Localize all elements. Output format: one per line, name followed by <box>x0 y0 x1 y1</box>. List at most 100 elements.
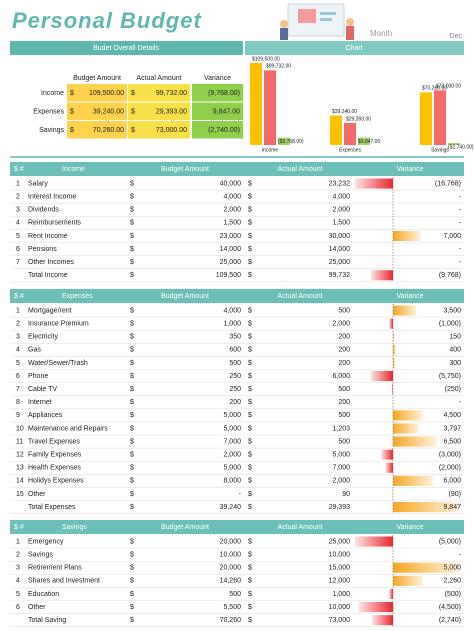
row-name: Travel Expenses <box>28 438 80 445</box>
overview-value: (9,768.00) <box>208 90 240 97</box>
row-number: 5 <box>16 360 20 367</box>
row-number: 5 <box>16 233 20 240</box>
row-name: Insurance Premium <box>28 320 89 327</box>
currency: $ <box>248 565 252 572</box>
row-name: Gas <box>28 347 41 354</box>
row-name: Total Saving <box>28 617 66 624</box>
budget: 70,260 <box>220 617 242 624</box>
currency: $ <box>248 504 252 511</box>
variance-label: 4,500 <box>443 412 461 419</box>
budget: 40,000 <box>220 180 242 187</box>
row-name: Emergency <box>28 538 64 545</box>
row-name: Other <box>28 491 46 498</box>
column-header: Variance <box>396 524 423 531</box>
row-number: 6 <box>16 246 20 253</box>
chart-value-label: $9,847.00 <box>358 139 380 145</box>
overview-cell <box>128 102 190 120</box>
overview-cell <box>67 121 127 139</box>
currency: $ <box>130 591 134 598</box>
row-name: Holidys Expenses <box>28 478 84 485</box>
currency: $ <box>248 551 252 558</box>
actual: 7,000 <box>332 465 350 472</box>
currency: $ <box>248 578 252 585</box>
actual: 1,000 <box>332 591 350 598</box>
currency: $ <box>130 360 134 367</box>
currency: $ <box>130 578 134 585</box>
row-name: Total Expenses <box>28 504 76 511</box>
variance-label: 3,500 <box>443 307 461 314</box>
budget: - <box>239 491 242 498</box>
column-header: Actual Amount <box>277 166 322 173</box>
chart-header <box>245 41 464 55</box>
overview-cell <box>192 121 243 139</box>
actual: 5,000 <box>332 451 350 458</box>
currency: $ <box>248 386 252 393</box>
actual: 200 <box>338 347 350 354</box>
currency: $ <box>130 373 134 380</box>
overview-value: 109,500.00 <box>89 90 124 97</box>
currency: $ <box>130 246 134 253</box>
actual: 500 <box>338 386 350 393</box>
row-number: 3 <box>16 334 20 341</box>
row-name: Reimbursements <box>28 220 81 227</box>
variance-bar <box>358 602 393 613</box>
currency: $ <box>248 617 252 624</box>
currency: $ <box>130 451 134 458</box>
chart-value-label: ($9,768.00) <box>278 139 304 145</box>
overview-cell <box>192 84 243 102</box>
overview-value: (2,740.00) <box>208 127 240 134</box>
currency: $ <box>130 491 134 498</box>
variance-bar <box>372 615 393 626</box>
overview-cell <box>67 102 127 120</box>
currency: $ <box>248 538 252 545</box>
variance-bar <box>393 410 424 421</box>
actual: 15,000 <box>329 565 351 572</box>
variance-label: - <box>459 551 462 558</box>
currency: $ <box>130 386 134 393</box>
variance-label: - <box>459 207 462 214</box>
actual: 73,000 <box>329 617 351 624</box>
budget: 1,500 <box>223 220 241 227</box>
month: Dec <box>450 33 463 40</box>
row-number: 1 <box>16 538 20 545</box>
row-number: 15 <box>16 491 24 498</box>
row-number: 2 <box>16 320 20 327</box>
budget: 14,260 <box>220 578 242 585</box>
currency: $ <box>130 220 134 227</box>
variance-label: (5,750) <box>439 373 461 380</box>
row-number: 14 <box>16 478 24 485</box>
chart-value-label: $73,000.00 <box>436 84 461 90</box>
row-number: 3 <box>16 207 20 214</box>
currency: $ <box>248 347 252 354</box>
currency: $ <box>248 425 252 432</box>
row-name: Family Expenses <box>28 451 82 458</box>
variance-label: - <box>459 193 462 200</box>
row-number: 1 <box>16 180 20 187</box>
overview-value: 29,393.00 <box>156 108 187 115</box>
overview-value: 39,240.00 <box>93 108 124 115</box>
row-number: 9 <box>16 412 20 419</box>
overview-column: Variance <box>204 75 231 82</box>
currency: $ <box>130 233 134 240</box>
currency: $ <box>130 425 134 432</box>
currency: $ <box>131 127 135 134</box>
chart-bar <box>434 90 446 145</box>
row-name: Pensions <box>28 246 57 253</box>
variance-bar <box>393 475 434 486</box>
actual: 500 <box>338 412 350 419</box>
currency: $ <box>130 259 134 266</box>
variance-bar <box>393 357 396 368</box>
overview-title: Budet Overall Details <box>93 45 159 52</box>
actual: 29,393 <box>329 504 351 511</box>
column-header: $ # <box>14 524 24 531</box>
column-header: Expenses <box>62 293 93 300</box>
budget: 600 <box>229 347 241 354</box>
currency: $ <box>130 180 134 187</box>
row-name: Dividends <box>28 207 59 214</box>
column-header: Income <box>62 166 85 173</box>
overview-value: 99,732.00 <box>156 90 187 97</box>
actual: 25,000 <box>329 259 351 266</box>
currency: $ <box>248 360 252 367</box>
actual: 90 <box>342 491 350 498</box>
